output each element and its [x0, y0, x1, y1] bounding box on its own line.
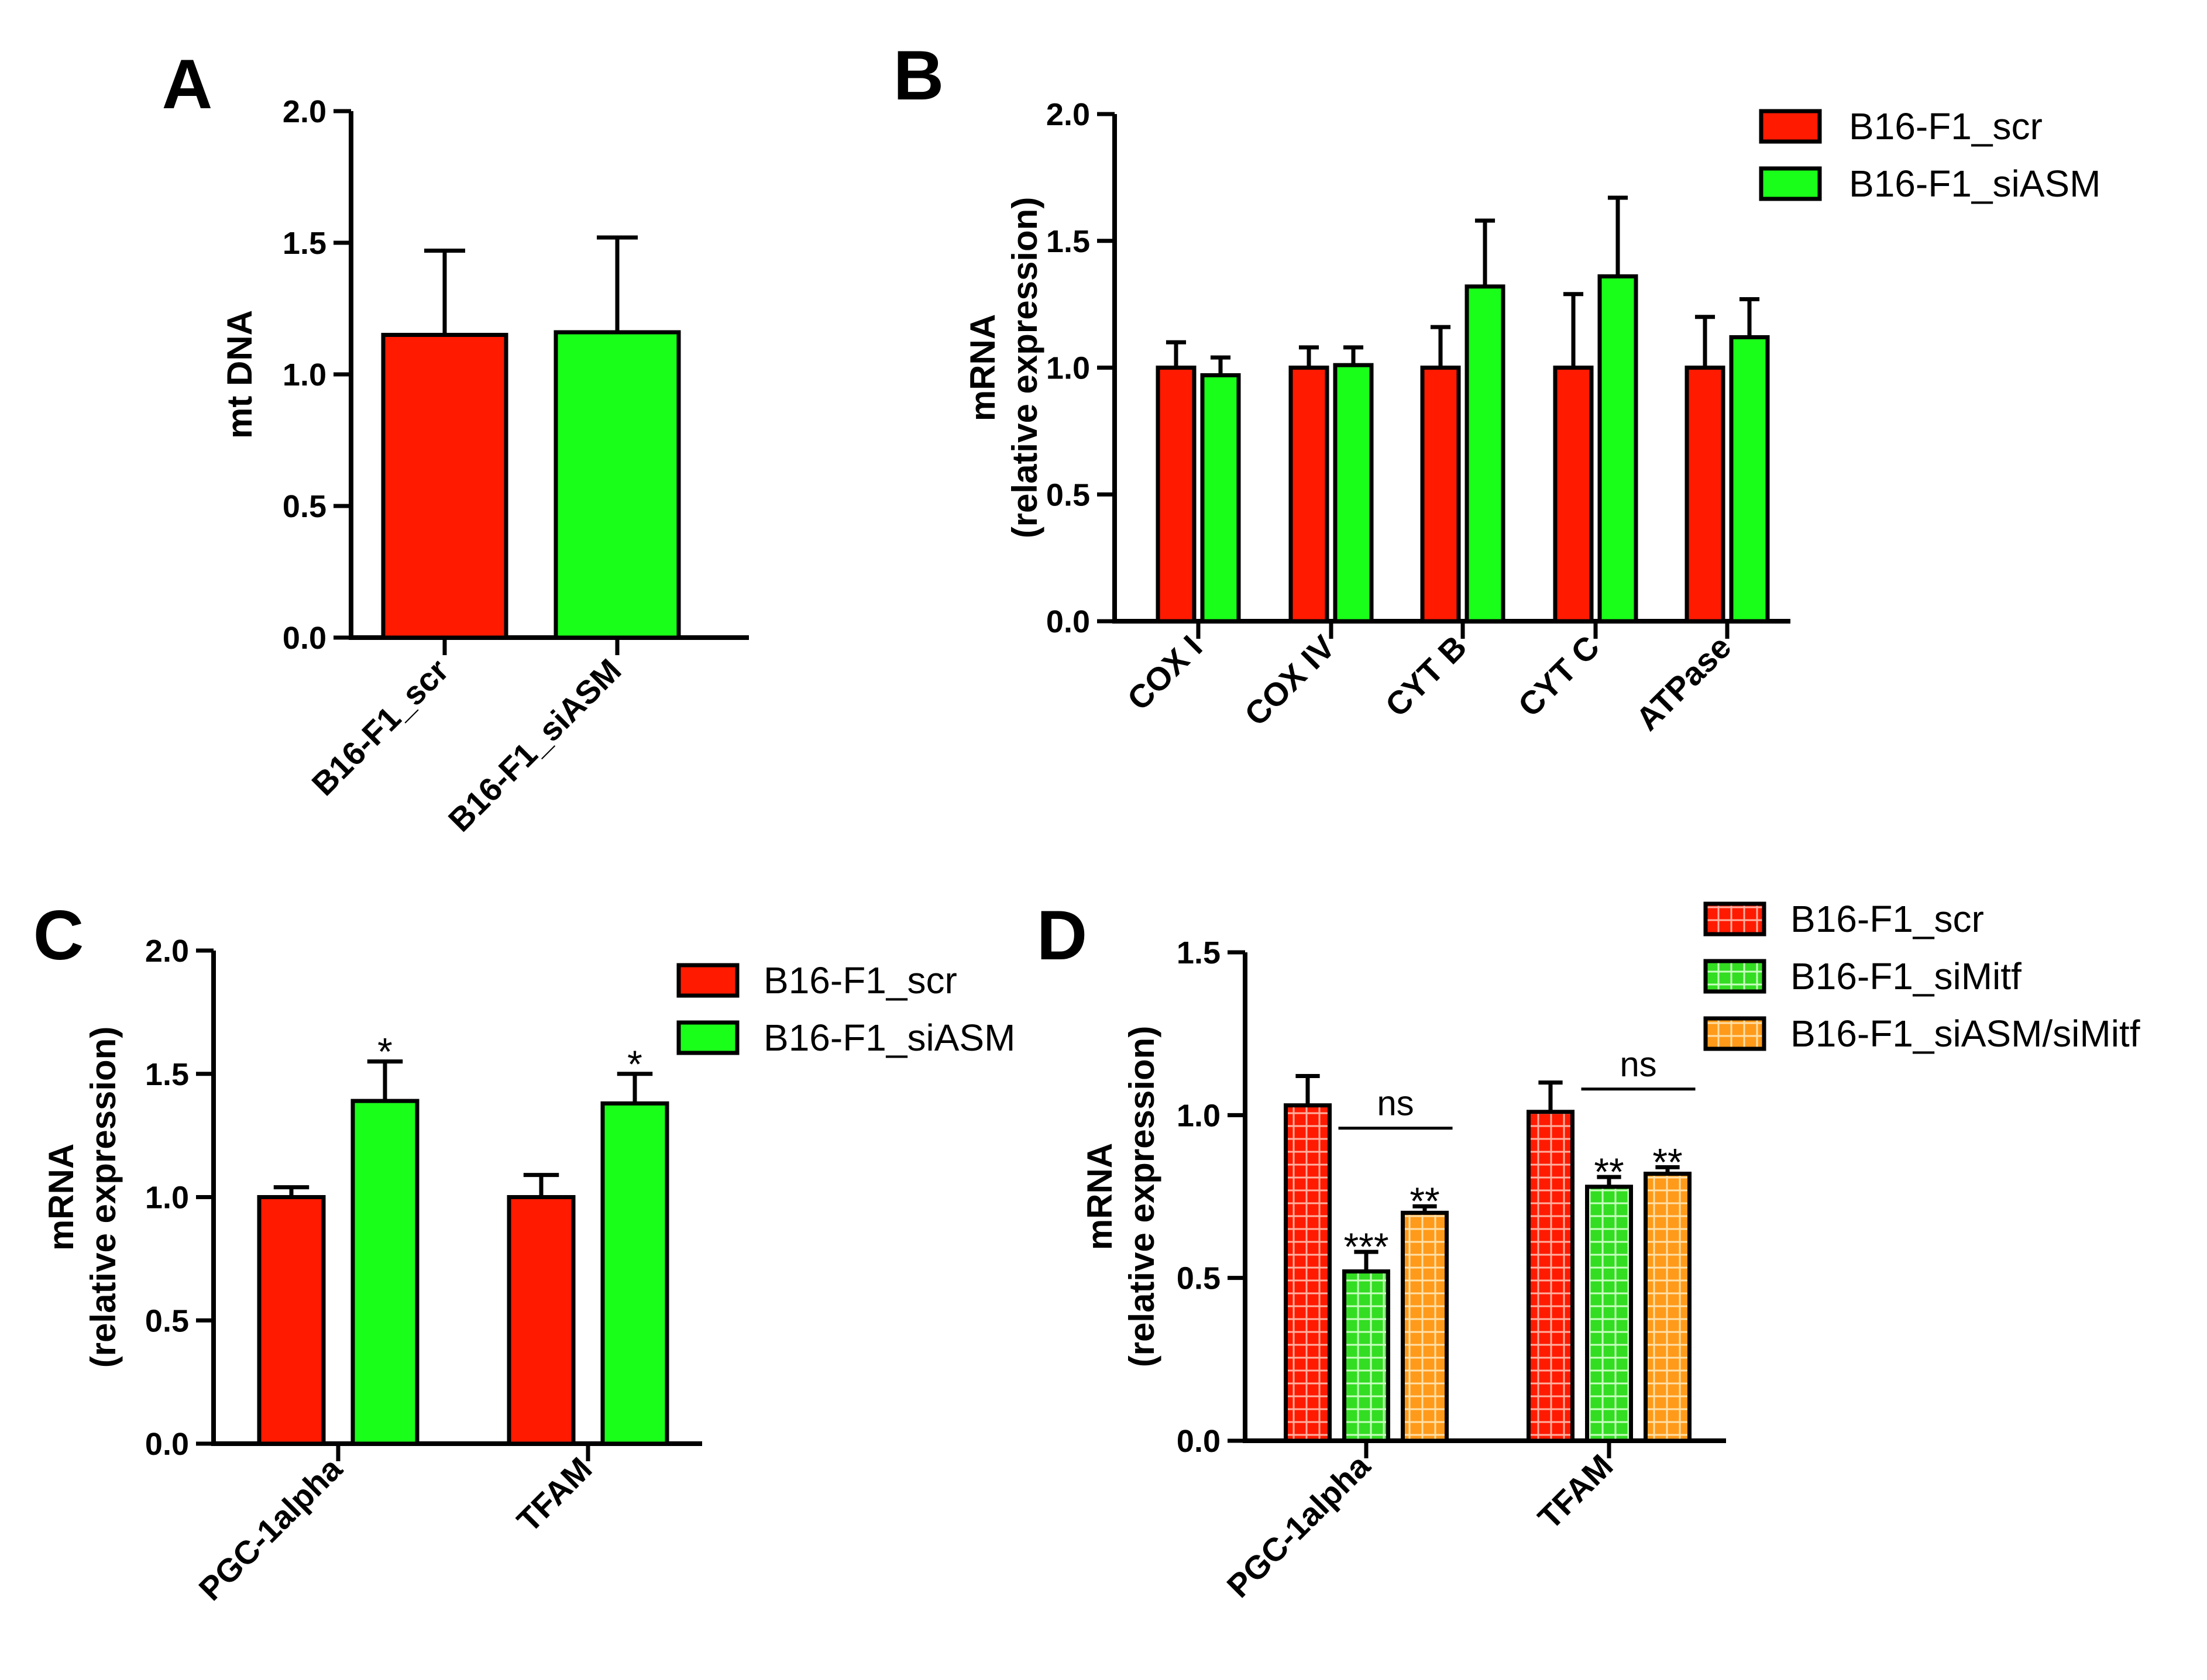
legend-label: B16-F1_siASM/siMitf — [1790, 1013, 2140, 1055]
bar-b-2-1 — [1465, 284, 1505, 624]
y-tick-label: 1.0 — [283, 357, 326, 393]
y-tick-label: 1.5 — [1177, 935, 1221, 970]
x-tick-label: PGC-1alpha — [191, 1450, 349, 1607]
bar-b-3-0 — [1553, 366, 1594, 624]
y-axis-label: (relative expression) — [1005, 197, 1044, 539]
bar-a-0-0 — [381, 333, 508, 640]
y-tick-label: 1.5 — [283, 226, 326, 261]
panel-letter: B — [893, 36, 944, 115]
legend-label: B16-F1_scr — [1790, 898, 1984, 940]
bar-a-1-1 — [554, 330, 681, 640]
y-tick-label: 1.0 — [145, 1180, 189, 1216]
y-tick-label: 0.0 — [1046, 604, 1090, 639]
panel-letter: D — [1037, 896, 1088, 975]
significance-label: *** — [1343, 1225, 1388, 1268]
y-tick-label: 0.5 — [283, 489, 326, 524]
bar-b-2-0 — [1420, 366, 1461, 624]
legend-swatch — [676, 963, 740, 998]
significance-label: ** — [1410, 1179, 1439, 1223]
bar-d-1-2 — [1644, 1172, 1692, 1443]
legend-label: B16-F1_scr — [764, 959, 957, 1001]
bar-d-0-1 — [1342, 1269, 1390, 1443]
significance-label: * — [377, 1030, 393, 1073]
legend-swatch — [1703, 1016, 1766, 1051]
y-axis-label: mRNA — [42, 1144, 81, 1251]
y-axis-label: mRNA — [1080, 1143, 1119, 1250]
bar-b-3-1 — [1597, 274, 1638, 624]
x-tick-label: COX IV — [1237, 628, 1342, 733]
panel-letter: A — [162, 45, 213, 123]
y-tick-label: 0.0 — [1177, 1424, 1221, 1459]
y-tick-label: 1.5 — [1046, 224, 1090, 259]
panel-b: B 0.0 0.5 1.0 1.5 2.0 mRNA (relative expression… — [893, 36, 2101, 738]
y-tick-label: 2.0 — [1046, 97, 1090, 132]
y-tick-label: 1.0 — [1046, 351, 1090, 386]
legend-label: B16-F1_siMitf — [1790, 955, 2022, 997]
panel-c: C 0.0 0.5 1.0 1.5 2.0 mRNA (relative expression… — [33, 896, 1016, 1607]
y-tick-label: 0.5 — [1046, 477, 1090, 512]
bracket-label: ns — [1620, 1045, 1656, 1084]
legend-label: B16-F1_scr — [1849, 105, 2043, 147]
y-tick-label: 0.0 — [283, 621, 326, 656]
bar-c-1-0 — [507, 1195, 576, 1446]
y-axis-label: mt DNA — [220, 310, 259, 439]
y-tick-label: 0.0 — [145, 1427, 189, 1462]
significance-label: * — [627, 1042, 642, 1086]
bar-b-4-0 — [1685, 366, 1725, 624]
x-tick-label: CYT B — [1378, 628, 1473, 724]
bar-d-1-0 — [1527, 1110, 1575, 1443]
bar-d-0-0 — [1284, 1103, 1332, 1443]
bar-c-0-0 — [257, 1195, 326, 1446]
legend-swatch — [1703, 901, 1766, 937]
y-axis-label: (relative expression) — [1122, 1026, 1161, 1368]
bar-b-4-1 — [1729, 335, 1770, 624]
panel-d: D 0.0 0.5 1.0 1.5 mRNA (relative expression) PG… — [1037, 896, 2140, 1605]
bar-c-1-1 — [600, 1101, 669, 1446]
y-tick-label: 2.0 — [145, 934, 189, 969]
panel-letter: C — [33, 896, 84, 975]
y-axis-label: mRNA — [963, 314, 1002, 421]
x-tick-label: TFAM — [510, 1450, 599, 1539]
legend-label: B16-F1_siASM — [764, 1017, 1015, 1059]
bar-b-1-1 — [1333, 363, 1374, 624]
bar-d-1-1 — [1585, 1185, 1633, 1443]
x-tick-label: B16-F1_siASM — [441, 652, 628, 839]
x-tick-label: COX I — [1120, 628, 1209, 717]
bar-b-0-1 — [1200, 373, 1241, 624]
x-tick-label: TFAM — [1531, 1447, 1620, 1536]
bracket-label: ns — [1377, 1084, 1414, 1123]
y-tick-label: 1.5 — [145, 1057, 189, 1092]
y-tick-label: 0.5 — [145, 1303, 189, 1338]
x-tick-label: B16-F1_scr — [304, 652, 455, 803]
bar-c-0-1 — [350, 1099, 420, 1446]
x-tick-label: CYT C — [1511, 628, 1606, 724]
y-tick-label: 1.0 — [1177, 1098, 1221, 1133]
legend-label: B16-F1_siASM — [1849, 163, 2101, 205]
legend-swatch — [676, 1020, 740, 1055]
panel-a: A 0.0 0.5 1.0 1.5 2.0 mt DNA B16-F1_scrB16-F1_s… — [162, 45, 749, 839]
y-axis-label: (relative expression) — [84, 1027, 123, 1368]
bar-b-1-0 — [1288, 366, 1329, 624]
legend-swatch — [1759, 109, 1822, 144]
y-tick-label: 0.5 — [1177, 1261, 1221, 1296]
y-tick-label: 2.0 — [283, 94, 326, 129]
x-tick-label: PGC-1alpha — [1219, 1447, 1377, 1605]
x-tick-label: ATPase — [1629, 628, 1738, 738]
significance-label: ** — [1652, 1140, 1682, 1183]
legend-swatch — [1703, 959, 1766, 994]
significance-label: ** — [1594, 1150, 1624, 1193]
bar-b-0-0 — [1156, 366, 1197, 624]
legend-swatch — [1759, 166, 1822, 201]
bar-d-0-2 — [1401, 1210, 1449, 1443]
